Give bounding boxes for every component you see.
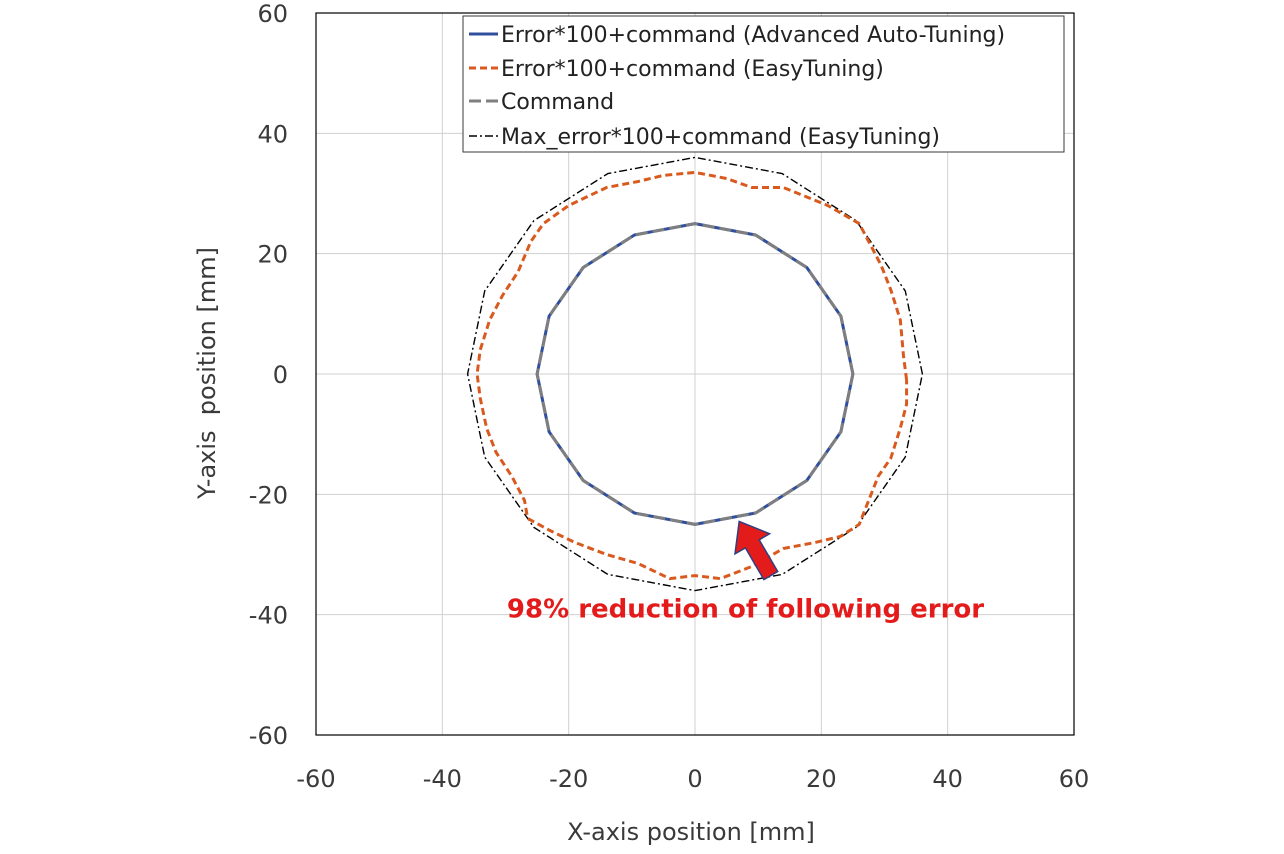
y-tick-label: -60 xyxy=(249,722,288,750)
annotation-layer: 98% reduction of following error xyxy=(507,520,984,625)
x-tick-label: 40 xyxy=(932,765,963,793)
y-tick-label: 20 xyxy=(257,241,288,269)
x-tick-label: 20 xyxy=(806,765,837,793)
legend-box xyxy=(462,15,1065,153)
y-tick-label: 0 xyxy=(273,361,288,389)
series-line-2 xyxy=(535,222,855,526)
legend-label-0: Error*100+command (Advanced Auto-Tuning) xyxy=(501,23,1005,48)
reduction-annotation: 98% reduction of following error xyxy=(507,595,984,625)
legend-label-1: Error*100+command (EasyTuning) xyxy=(501,57,884,82)
reduction-arrow xyxy=(734,520,779,581)
x-axis-title: X-axis position [mm] xyxy=(567,818,815,846)
legend: Error*100+command (Advanced Auto-Tuning)… xyxy=(462,15,1065,153)
y-tick-label: 60 xyxy=(257,0,288,28)
x-tick-label: 0 xyxy=(687,765,702,793)
y-axis-title: Y-axis position [mm] xyxy=(193,247,221,500)
x-tick-label: -60 xyxy=(296,765,335,793)
legend-items: Error*100+command (Advanced Auto-Tuning)… xyxy=(469,23,1005,150)
series-layer xyxy=(466,156,924,592)
tick-labels: -60 -40 -20 0 20 40 60 -60 -40 -20 0 20 40 60 xyxy=(249,0,1089,793)
x-tick-label: -20 xyxy=(549,765,588,793)
y-tick-label: 40 xyxy=(257,120,288,148)
plot-area-frame xyxy=(315,12,1075,736)
series-line-3 xyxy=(466,156,924,592)
legend-label-3: Max_error*100+command (EasyTuning) xyxy=(501,125,940,150)
y-tick-label: -40 xyxy=(249,602,288,630)
y-tick-label: -20 xyxy=(249,481,288,509)
x-tick-label: -40 xyxy=(423,765,462,793)
series-line-1 xyxy=(475,170,909,581)
x-tick-label: 60 xyxy=(1059,765,1090,793)
legend-label-2: Command xyxy=(501,90,614,115)
